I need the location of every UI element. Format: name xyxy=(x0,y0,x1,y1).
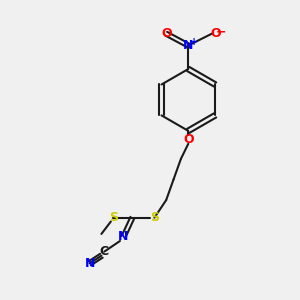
Text: S: S xyxy=(109,211,118,224)
Text: O: O xyxy=(183,133,194,146)
Text: O: O xyxy=(161,27,172,40)
Text: −: − xyxy=(216,26,226,38)
Text: N: N xyxy=(85,257,95,270)
Text: O: O xyxy=(210,27,221,40)
Text: N: N xyxy=(183,39,194,52)
Text: +: + xyxy=(190,37,198,47)
Text: C: C xyxy=(100,245,109,258)
Text: S: S xyxy=(150,211,159,224)
Text: N: N xyxy=(118,230,129,243)
